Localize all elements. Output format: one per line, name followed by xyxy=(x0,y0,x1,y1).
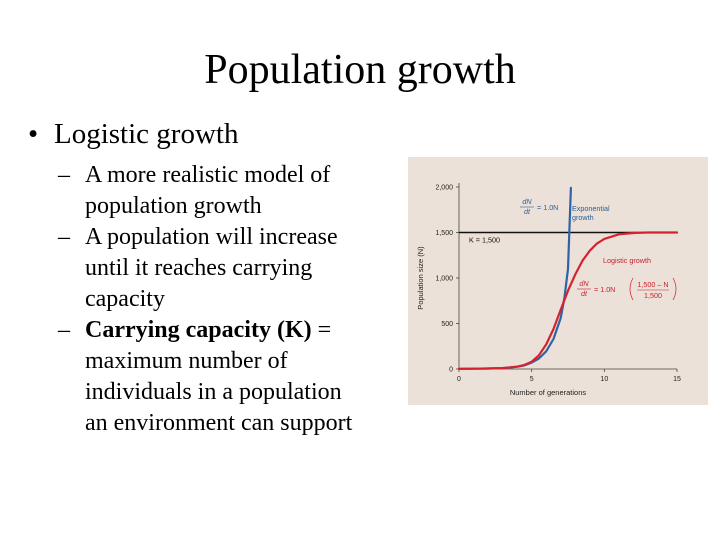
y-tick-label: 1,000 xyxy=(435,276,453,283)
sub-bullet-carrying-capacity: – Carrying capacity (K) = maximum number… xyxy=(58,315,408,439)
logistic-growth-chart: 0 500 1,000 1,500 2,000 0 5 10 15 Number of gener… xyxy=(408,157,708,405)
x-axis-label: Number of generations xyxy=(510,388,587,397)
series-line-logistic-growth xyxy=(457,231,679,370)
bullet-logistic-growth: • Logistic growth xyxy=(28,116,408,152)
x-tick-label: 15 xyxy=(673,376,681,383)
carrying-capacity-term: Carrying capacity (K) xyxy=(85,317,312,343)
sub-bullet-dash: – xyxy=(58,317,70,343)
y-tick-label: 1,500 xyxy=(435,230,453,237)
sub-bullet-list: – A more realistic model of population g… xyxy=(58,160,408,439)
x-tick-label: 0 xyxy=(457,376,461,383)
log-eq-right-paren xyxy=(672,277,677,301)
y-axis-label: Population size (N) xyxy=(416,246,425,310)
log-eq-denominator: dt xyxy=(581,289,588,298)
carrying-capacity-label: K = 1,500 xyxy=(469,236,500,245)
series-line-exponential-growth xyxy=(457,186,572,370)
y-tick-label: 0 xyxy=(449,367,453,374)
bullet-text: Logistic growth xyxy=(54,118,239,150)
y-tick-label: 500 xyxy=(441,321,453,328)
log-frac-numerator: 1,500 – N xyxy=(637,280,668,289)
x-tick-label: 5 xyxy=(530,376,534,383)
slide-title: Population growth xyxy=(204,47,516,93)
sub-bullet-dash: – xyxy=(58,162,70,188)
y-tick-label: 2,000 xyxy=(435,185,453,192)
carrying-capacity-definition: = maximum number of individuals in a pop… xyxy=(85,317,353,436)
log-eq-left-paren xyxy=(629,277,634,301)
x-tick-label: 10 xyxy=(600,376,608,383)
sub-bullet-text: Carrying capacity (K) = maximum number o… xyxy=(85,315,352,439)
log-eq-numerator: dN xyxy=(579,279,589,288)
chart-axes: 0 500 1,000 1,500 2,000 0 5 10 15 Number of gener… xyxy=(416,183,681,397)
sub-bullet-realistic-model: – A more realistic model of population g… xyxy=(58,160,408,222)
log-frac-denominator: 1,500 xyxy=(644,291,662,300)
exp-label-line1: Exponential xyxy=(572,204,610,213)
exp-eq-denominator: dt xyxy=(524,207,531,216)
sub-bullet-population-increase: – A population will increase until it re… xyxy=(58,222,408,315)
chart-svg: 0 500 1,000 1,500 2,000 0 5 10 15 Number of gener… xyxy=(416,183,681,397)
exp-label-line2: growth xyxy=(572,213,594,222)
exp-eq-rhs: = 1.0N xyxy=(537,203,558,212)
sub-bullet-text: A population will increase until it reac… xyxy=(85,224,338,312)
logistic-label: Logistic growth xyxy=(603,256,651,265)
sub-bullet-text: A more realistic model of population gro… xyxy=(85,162,331,219)
log-eq-rhs: = 1.0N xyxy=(594,285,615,294)
exp-eq-numerator: dN xyxy=(522,197,532,206)
bullet-list: • Logistic growth – A more realistic mod… xyxy=(28,116,408,439)
sub-bullet-dash: – xyxy=(58,224,70,250)
chart-series xyxy=(457,186,679,370)
bullet-dot: • xyxy=(28,118,39,150)
